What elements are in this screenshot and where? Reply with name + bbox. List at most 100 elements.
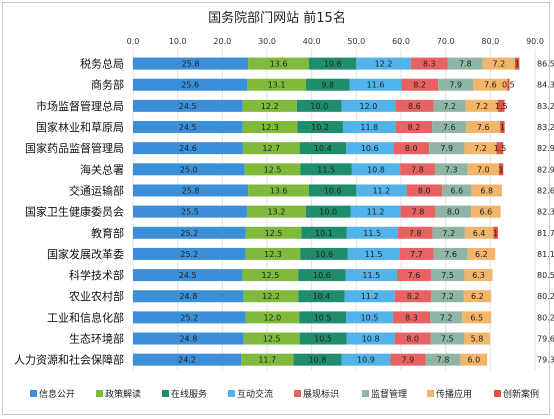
- bar-segment: [350, 205, 401, 218]
- segment-value-label: 6.0: [467, 356, 480, 365]
- bar-segment: [463, 290, 492, 303]
- category-label: 国家林业和草原局: [36, 120, 124, 134]
- segment-value-label: 12.2: [375, 60, 393, 69]
- segment-value-label: 10.6: [313, 271, 331, 280]
- segment-value-label: 0.5: [502, 81, 515, 90]
- legend-swatch: [30, 390, 37, 397]
- bar-segment: [432, 121, 467, 134]
- bar-segment: [471, 205, 501, 218]
- category-label: 市场监督管理总局: [36, 99, 124, 113]
- legend-swatch: [162, 390, 169, 397]
- segment-value-label: 10.6: [361, 144, 379, 153]
- segment-value-label: 24.2: [178, 356, 196, 365]
- segment-value-label: 11.2: [367, 208, 385, 217]
- legend-label: 信息公开: [39, 388, 75, 400]
- bar-segment: [346, 332, 395, 345]
- bar-segment: [356, 184, 407, 197]
- bar-segment: [438, 78, 474, 91]
- total-value-label: 84.3: [537, 81, 554, 90]
- bar-segment: [400, 163, 435, 176]
- segment-value-label: 10.4: [314, 144, 332, 153]
- total-value-label: 82.6: [537, 186, 554, 195]
- bar-segment: [493, 226, 498, 239]
- segment-value-label: 1: [499, 165, 504, 174]
- segment-value-label: 6.8: [480, 186, 493, 195]
- bar-segment: [247, 78, 306, 91]
- bar-segment: [471, 184, 502, 197]
- segment-value-label: 10.6: [315, 250, 333, 259]
- x-tick-label: 90.0: [526, 37, 544, 46]
- total-value-label: 81.1: [537, 250, 554, 259]
- total-value-label: 83.2: [537, 102, 554, 111]
- segment-value-label: 25.2: [180, 229, 198, 238]
- segment-value-label: 25.6: [181, 81, 199, 90]
- x-tick-label: 60.0: [392, 37, 410, 46]
- legend: 信息公开 政策解读 在线服务 互动交流 展现标识 监督管理 传播应用 创新案例: [30, 388, 539, 400]
- bar-segment: [248, 184, 309, 197]
- bar-segment: [349, 78, 402, 91]
- segment-value-label: 1.5: [494, 144, 507, 153]
- bar-segment: [241, 353, 294, 366]
- bar-segment: [347, 247, 400, 260]
- segment-value-label: 8.3: [423, 60, 436, 69]
- bar-segment: [514, 57, 520, 70]
- legend-label: 创新案例: [503, 388, 539, 400]
- bar-segment: [464, 142, 497, 155]
- segment-value-label: 1.5: [495, 102, 508, 111]
- segment-value-label: 24.5: [179, 271, 197, 280]
- category-label: 农业农村部: [69, 289, 124, 303]
- bar-segment: [430, 332, 464, 345]
- category-label: 税务总局: [80, 57, 124, 71]
- legend-swatch: [427, 390, 434, 397]
- bar-segment: [346, 226, 398, 239]
- bar-segment: [133, 247, 246, 260]
- total-value-label: 82.9: [537, 144, 554, 153]
- total-value-label: 82.3: [537, 208, 554, 217]
- segment-value-label: 12.5: [261, 271, 279, 280]
- legend-label: 互动交流: [237, 388, 273, 400]
- segment-value-label: 12.7: [262, 144, 280, 153]
- bar-segment: [299, 332, 347, 345]
- bar-segment: [242, 142, 300, 155]
- x-tick-label: 40.0: [303, 37, 321, 46]
- category-label: 工业和信息化部: [47, 310, 124, 324]
- bar-segment: [246, 205, 306, 218]
- segment-value-label: 10.8: [367, 165, 385, 174]
- bar-segment: [430, 311, 463, 324]
- segment-value-label: 25.2: [180, 313, 198, 322]
- bar-segment: [496, 142, 504, 155]
- total-value-label: 81.7: [537, 229, 554, 238]
- segment-value-label: 7.8: [437, 356, 450, 365]
- segment-value-label: 6.2: [471, 292, 484, 301]
- bar-segment: [341, 99, 396, 112]
- x-tick-label: 50.0: [347, 37, 365, 46]
- bar-segment: [434, 163, 468, 176]
- bar-segment: [305, 205, 351, 218]
- total-value-label: 83.2: [537, 123, 554, 132]
- legend-swatch: [96, 390, 103, 397]
- segment-value-label: 10.2: [311, 123, 329, 132]
- segment-value-label: 8.0: [406, 335, 419, 344]
- bar-segment: [465, 99, 498, 112]
- segment-value-label: 6.2: [475, 250, 488, 259]
- bar-segment: [395, 121, 433, 134]
- bar-segment: [507, 78, 510, 91]
- segment-value-label: 10.6: [324, 186, 342, 195]
- bar-segment: [464, 269, 493, 282]
- category-label: 商务部: [91, 78, 124, 92]
- bar-segment: [300, 247, 348, 260]
- segment-value-label: 10.5: [314, 313, 332, 322]
- segment-value-label: 12.2: [261, 102, 279, 111]
- segment-value-label: 6.5: [470, 313, 483, 322]
- segment-value-label: 7.8: [409, 229, 422, 238]
- bar-segment: [133, 121, 243, 134]
- bar-segment: [442, 184, 472, 197]
- segment-value-label: 7.8: [411, 165, 424, 174]
- segment-value-label: 11.6: [367, 81, 385, 90]
- segment-value-label: 25.2: [180, 250, 198, 259]
- bar-segment: [345, 269, 397, 282]
- category-label: 教育部: [91, 226, 124, 240]
- legend-swatch: [228, 390, 235, 397]
- bar-segment: [133, 290, 244, 303]
- segment-value-label: 25.0: [180, 165, 198, 174]
